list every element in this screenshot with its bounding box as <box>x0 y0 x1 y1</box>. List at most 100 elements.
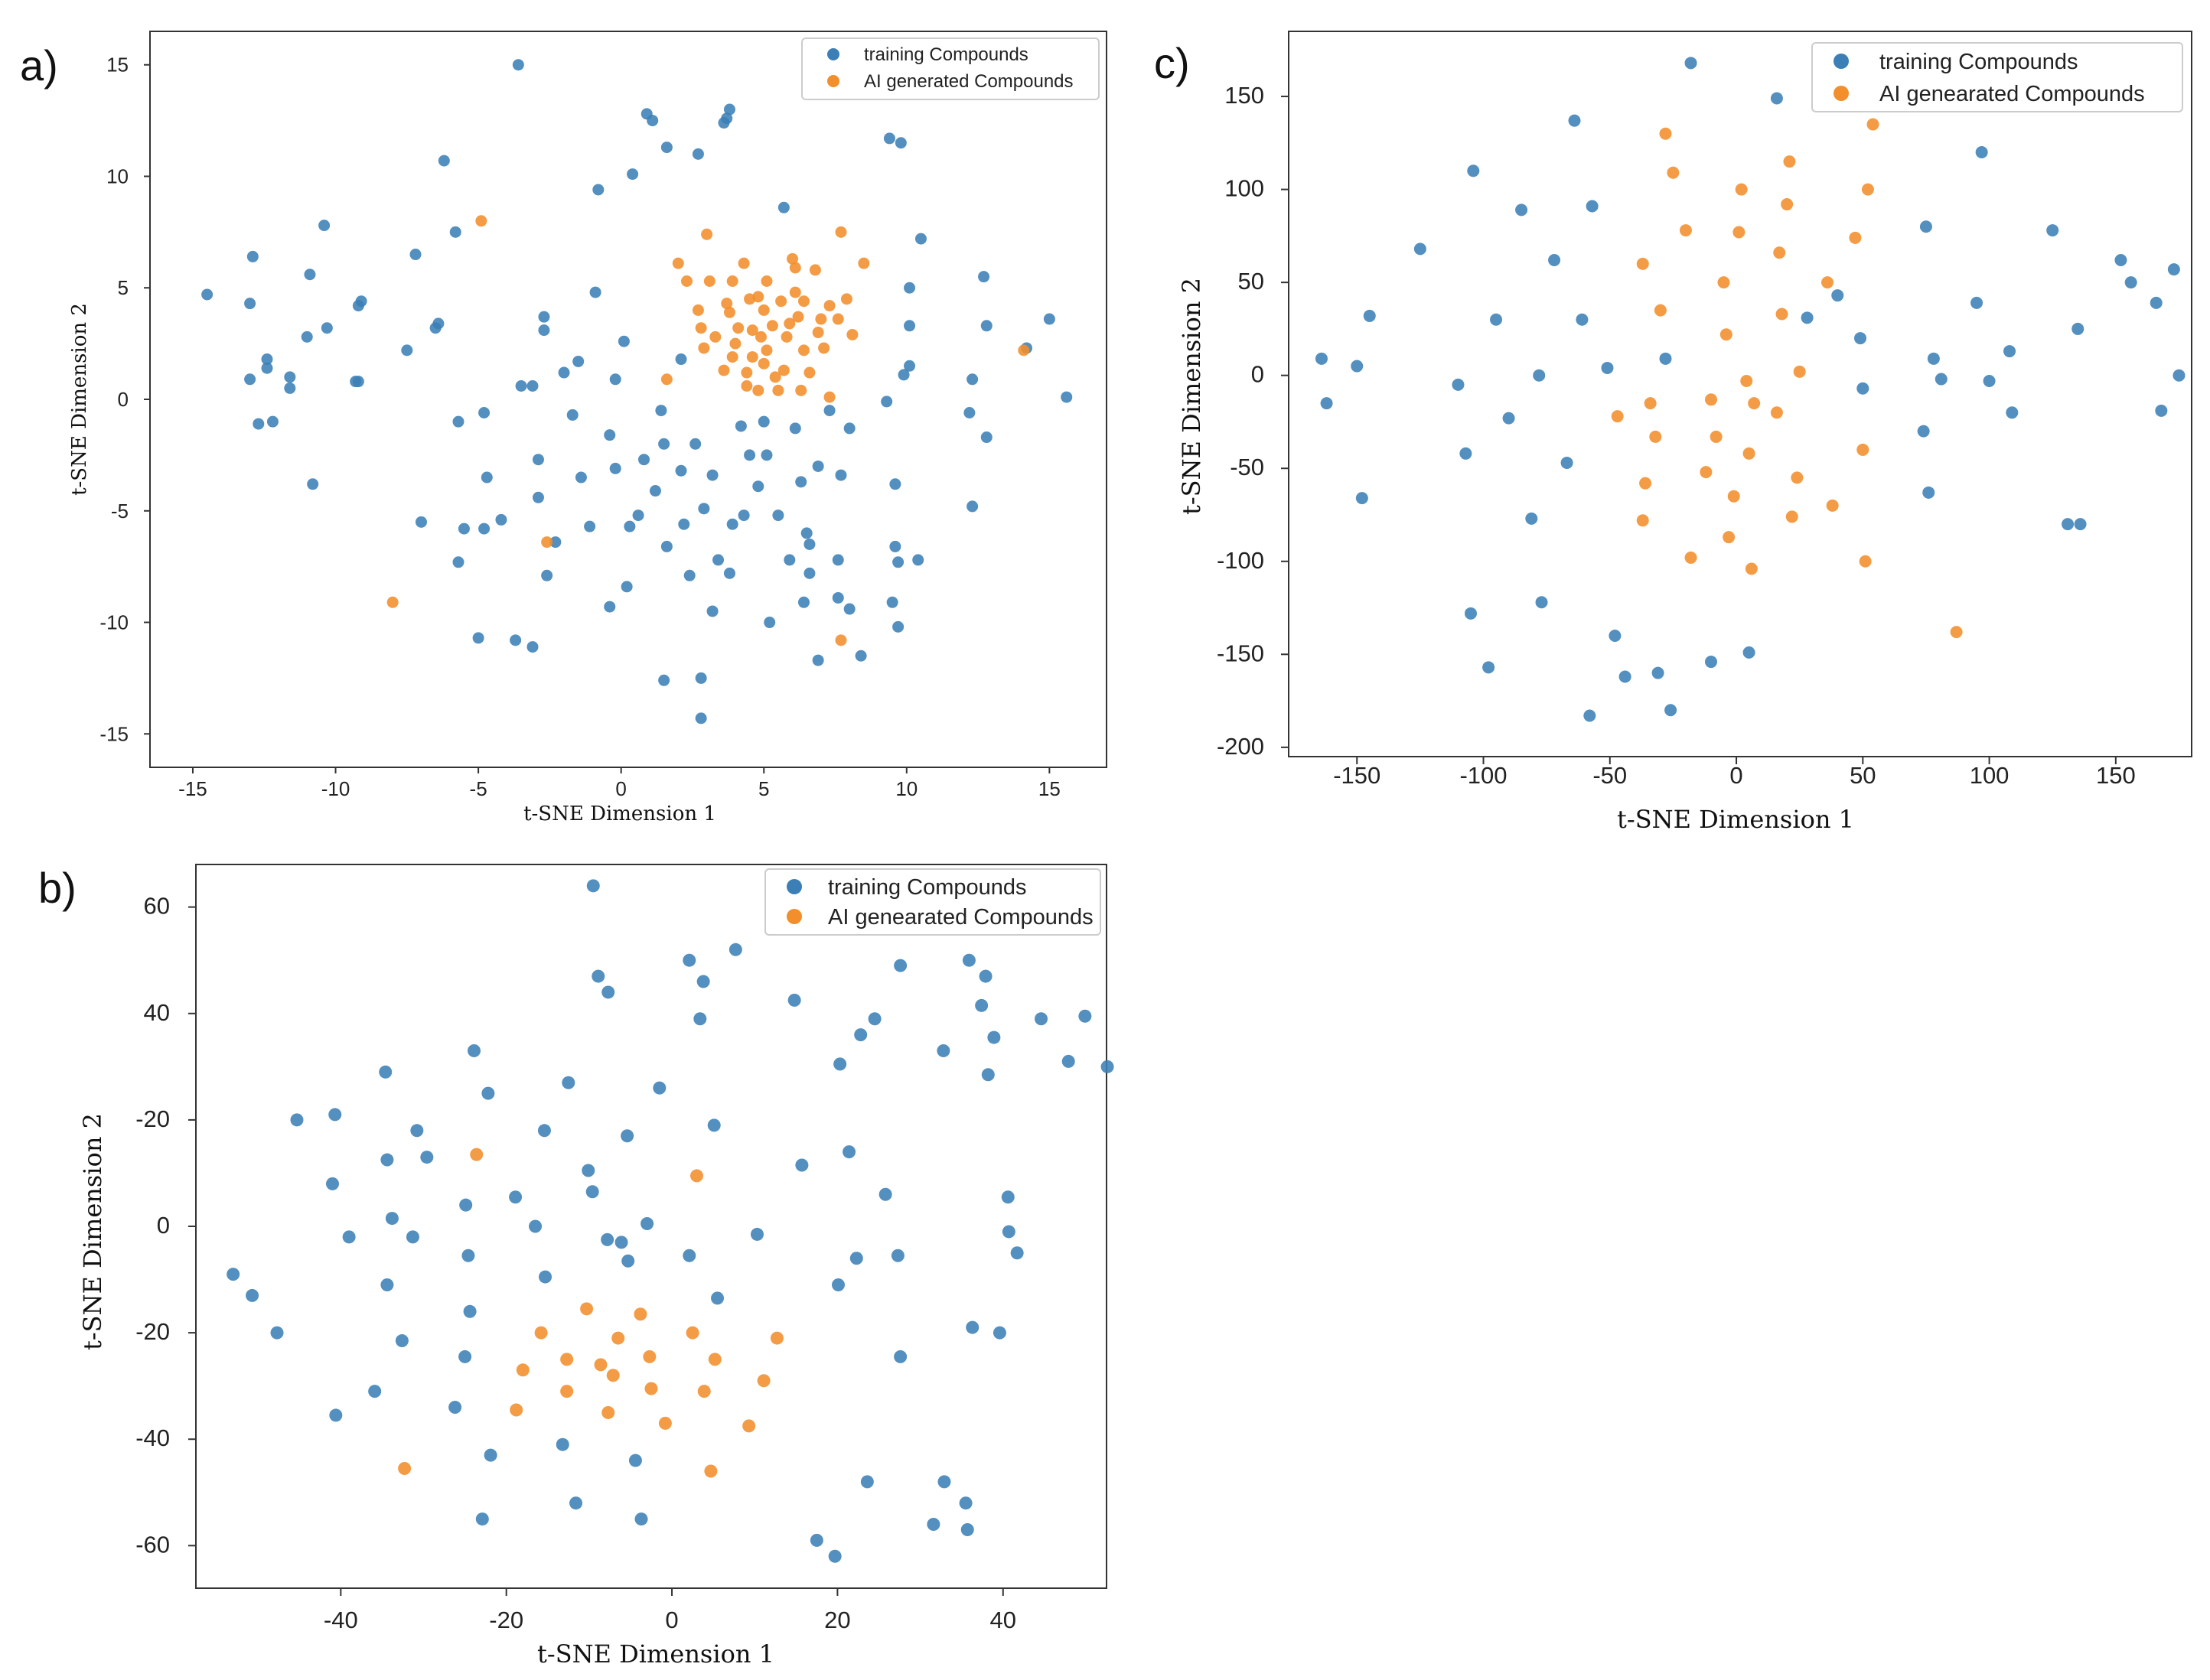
training-point <box>1464 607 1477 620</box>
training-point <box>512 59 524 71</box>
generated-point <box>741 380 753 392</box>
legend-box-c <box>1811 42 2183 112</box>
training-point <box>843 422 856 435</box>
training-point <box>592 184 605 196</box>
training-point <box>2006 406 2019 419</box>
y-tick-label: -20 <box>135 1318 170 1345</box>
ticks-b: -40 -20 0 20 40 60 40 -20 0 -20 -40 -60 <box>135 893 1016 1633</box>
generated-point <box>680 275 693 287</box>
training-point <box>329 1408 343 1422</box>
generated-point <box>761 344 773 357</box>
training-point <box>526 641 539 653</box>
x-tick-label: 0 <box>1729 762 1742 789</box>
training-point <box>549 536 562 549</box>
training-point <box>832 591 844 604</box>
training-point <box>1983 374 1996 387</box>
training-point <box>914 233 927 245</box>
training-point <box>253 418 265 430</box>
training-point <box>538 324 550 337</box>
panel-label-a: a) <box>20 41 58 90</box>
training-point <box>828 1549 842 1563</box>
training-point <box>761 449 773 461</box>
training-point <box>987 1030 1001 1044</box>
x-tick-label: 50 <box>1850 762 1876 789</box>
generated-point <box>634 1307 647 1321</box>
training-point <box>789 422 801 435</box>
training-point <box>641 1217 654 1231</box>
generated-point <box>746 351 758 363</box>
training-point <box>660 540 673 552</box>
y-tick-label: -10 <box>99 611 129 634</box>
training-point <box>696 975 710 988</box>
generated-point <box>755 330 768 343</box>
training-point <box>744 449 756 461</box>
legend-marker-generated-a <box>827 75 839 87</box>
training-point <box>1363 309 1376 322</box>
training-point <box>1355 492 1368 505</box>
training-point <box>379 1065 393 1079</box>
training-point <box>478 523 491 535</box>
training-point <box>604 601 616 613</box>
training-point <box>2150 296 2163 309</box>
generated-point <box>1727 490 1740 503</box>
generated-point <box>809 264 821 276</box>
generated-point <box>1611 410 1624 423</box>
training-point <box>723 103 735 116</box>
training-point <box>406 1230 419 1244</box>
training-point <box>481 1086 495 1100</box>
generated-point <box>840 293 852 305</box>
training-point <box>706 605 719 617</box>
generated-point <box>594 1358 608 1372</box>
generated-point <box>1735 183 1748 196</box>
training-point <box>810 1533 823 1547</box>
legend-b: training Compounds AI genearated Compoun… <box>764 868 1101 936</box>
training-point <box>966 373 979 386</box>
x-tick-label: 0 <box>615 777 626 800</box>
generated-point <box>1704 393 1717 406</box>
generated-point <box>789 262 801 274</box>
training-point <box>526 380 539 392</box>
ticks-a: -15 -10 -5 0 5 10 15 15 10 5 0 -5 -10 -15 <box>99 54 1060 800</box>
training-point <box>395 1334 409 1348</box>
y-tick-label: 0 <box>118 388 129 411</box>
training-point <box>449 226 461 238</box>
generated-point <box>729 337 742 350</box>
training-point <box>803 538 816 550</box>
training-point <box>889 540 901 552</box>
training-point <box>532 491 544 503</box>
generated-point <box>644 1382 658 1395</box>
y-tick-label: 0 <box>1251 361 1264 388</box>
training-point <box>495 513 507 526</box>
training-point <box>604 429 616 441</box>
training-point <box>638 454 650 466</box>
training-point <box>448 1401 462 1414</box>
legend-box-b <box>764 868 1101 936</box>
training-point <box>1320 397 1333 410</box>
panel-b: b) -40 -20 0 20 40 60 40 -20 0 -20 -40 -60 t-SNE Di… <box>38 864 1114 1669</box>
training-point <box>695 672 707 684</box>
x-tick-label: 100 <box>1970 762 2010 789</box>
training-point <box>1459 447 1472 460</box>
training-point <box>647 115 659 127</box>
training-point <box>962 953 976 967</box>
generated-point <box>1745 562 1758 575</box>
training-point <box>601 1232 614 1246</box>
x-tick-label: 20 <box>824 1607 850 1633</box>
training-point <box>966 500 979 513</box>
y-tick-label: 10 <box>106 164 129 187</box>
training-point <box>735 420 747 432</box>
training-point <box>410 1124 424 1138</box>
training-point <box>843 603 856 615</box>
training-point <box>653 1081 667 1095</box>
generated-point <box>703 275 715 287</box>
training-point <box>831 1278 845 1292</box>
training-point <box>758 415 770 428</box>
generated-point <box>658 1416 672 1430</box>
legend-a: training Compounds AI generated Compound… <box>801 37 1100 100</box>
training-point <box>750 1227 764 1241</box>
generated-point <box>758 357 770 370</box>
training-point <box>904 360 916 372</box>
training-point <box>1704 656 1717 669</box>
generated-point <box>823 300 836 312</box>
training-point <box>927 1518 940 1532</box>
